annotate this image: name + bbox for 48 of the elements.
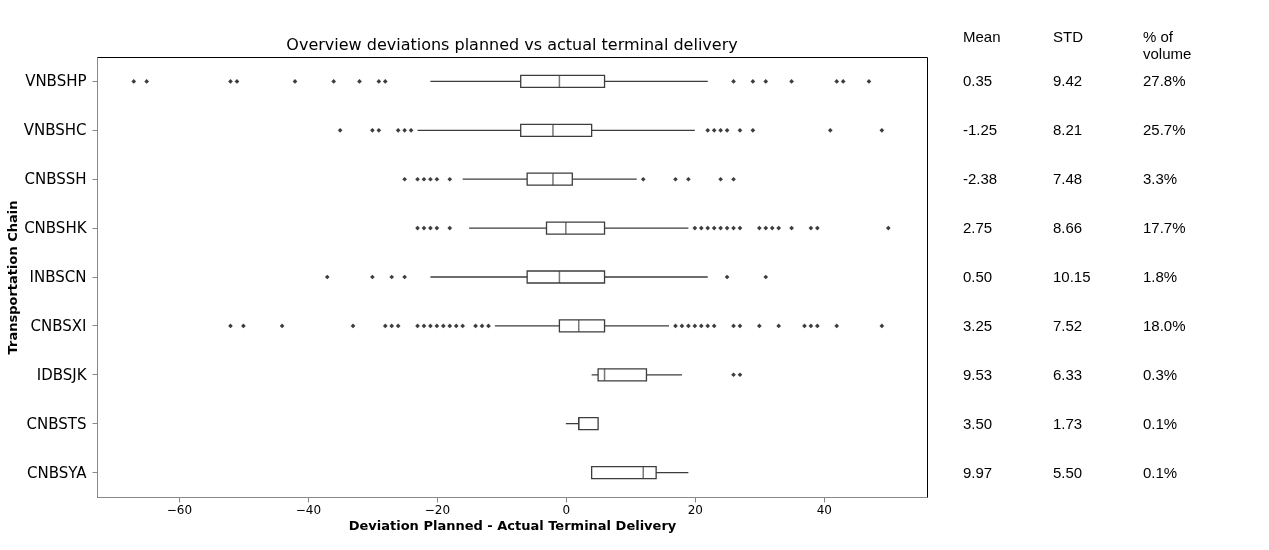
text: 8.21: [1053, 121, 1083, 139]
text: 9.42: [1053, 72, 1083, 90]
y-tick-label: CNBSHK: [24, 219, 88, 238]
text: 10.15: [1053, 268, 1091, 285]
text: 0.1%: [1143, 414, 1178, 432]
text: 0.50: [963, 268, 993, 285]
text: 9.97: [963, 463, 993, 481]
text: 3.25: [963, 316, 993, 334]
text: 5.50: [1053, 463, 1083, 481]
text: 9.53: [963, 365, 993, 383]
text: 8.66: [1053, 219, 1083, 237]
text: 2.75: [963, 219, 993, 237]
text: % of volume: [1143, 28, 1192, 62]
x-tick-label: 0: [562, 502, 571, 517]
text: 0.3%: [1143, 365, 1178, 383]
y-tick-label: VNBSHC: [23, 121, 87, 140]
text: 17.7%: [1143, 219, 1186, 237]
text: 6.33: [1053, 365, 1083, 383]
y-tick-label: CNBSXI: [30, 316, 87, 335]
text: STD: [1053, 28, 1084, 45]
text: 27.8%: [1143, 72, 1186, 90]
x-tick-label: −20: [424, 502, 451, 517]
text: 7.48: [1053, 170, 1083, 188]
text: -1.25: [963, 121, 998, 139]
text: 0.1%: [1143, 463, 1178, 481]
text: 1.8%: [1143, 268, 1178, 285]
text: -2.38: [963, 170, 998, 188]
y-tick-label: VNBSHP: [25, 72, 87, 91]
y-tick-label: CNBSYA: [26, 463, 88, 482]
x-tick-label: −40: [295, 502, 322, 517]
y-tick-label: CNBSSH: [24, 170, 87, 189]
x-tick-label: 40: [816, 502, 832, 517]
y-tick-label: IDBSJK: [36, 365, 88, 384]
y-tick-label: INBSCN: [29, 268, 87, 286]
text: 3.3%: [1143, 170, 1178, 188]
x-tick-label: −60: [166, 502, 193, 517]
text: 3.50: [963, 414, 993, 432]
text: 25.7%: [1143, 121, 1186, 139]
text: Mean: [963, 28, 1001, 45]
text: 18.0%: [1143, 316, 1186, 334]
y-tick-label: CNBSTS: [26, 414, 87, 433]
text: 0.35: [963, 72, 993, 90]
chart-title: Overview deviations planned vs actual terminal delivery: [286, 35, 738, 54]
text: 7.52: [1053, 316, 1083, 334]
y-axis-title: Transportation Chain: [4, 200, 20, 355]
text: 1.73: [1053, 414, 1083, 432]
x-axis-title: Deviation Planned - Actual Terminal Delivery: [348, 517, 677, 533]
x-tick-label: 20: [687, 502, 703, 517]
